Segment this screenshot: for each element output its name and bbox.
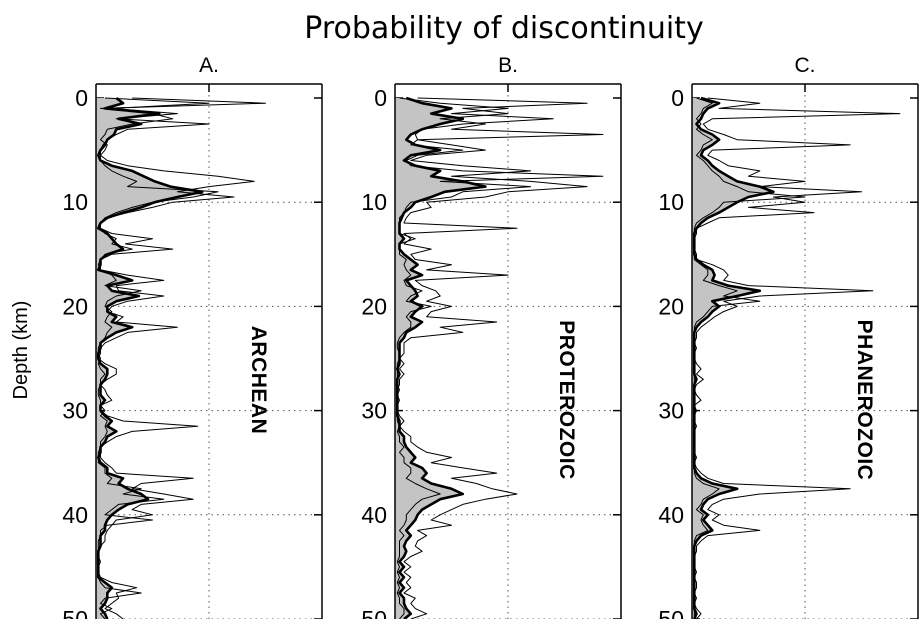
panel-c-y-tick-label: 30	[658, 398, 684, 424]
panel-c-mean-fill	[692, 98, 774, 619]
panel-c-plot	[692, 96, 901, 619]
y-axis-label: Depth (km)	[10, 301, 32, 400]
panel-b-y-tick-labels: 0 10 20 30 40 50	[361, 85, 387, 619]
panel-a-series-line	[97, 97, 255, 619]
panel-b-y-tick-label: 20	[361, 293, 387, 319]
panel-c-grid	[692, 84, 918, 619]
panel-c-y-tick-label: 50	[658, 606, 684, 619]
panel-b-era-label: PROTEROZOIC	[555, 320, 578, 480]
panel-c-title: C.	[795, 54, 816, 77]
panel-b-grid	[395, 84, 621, 619]
panel-a-y-tick-label: 0	[75, 85, 88, 111]
panel-c-series-line	[693, 97, 806, 619]
panel-b-y-tick-label: 10	[361, 189, 387, 215]
panel-a-title: A.	[199, 54, 219, 77]
panel-b-title: B.	[498, 54, 518, 77]
panel-a-series-line	[97, 97, 266, 619]
panel-c-y-tick-label: 20	[658, 293, 684, 319]
panel-c-era-label: PHANEROZOIC	[853, 320, 876, 481]
panel-b-y-tick-label: 40	[361, 502, 387, 528]
panel-b-plot	[395, 96, 604, 619]
panel-b: B. 0 10 20 30 40 50 PROTEROZOIC	[361, 54, 622, 619]
panel-a-mean-fill	[96, 98, 203, 619]
panel-a-y-tick-label: 20	[62, 293, 88, 319]
panel-c-y-tick-label: 40	[658, 502, 684, 528]
panel-b-y-tick-label: 30	[361, 398, 387, 424]
panel-a-y-tick-label: 40	[62, 502, 88, 528]
panel-a-grid	[96, 84, 322, 619]
panel-a-y-tick-label: 50	[62, 606, 88, 619]
panel-a-y-tick-labels: 0 10 20 30 40 50	[62, 85, 88, 619]
panel-c-y-tick-label: 10	[658, 189, 684, 215]
panel-a-y-tick-label: 30	[62, 398, 88, 424]
panel-c-y-tick-label: 0	[671, 85, 684, 111]
panel-b-y-tick-label: 0	[374, 85, 387, 111]
panel-a-era-label: ARCHEAN	[247, 326, 270, 435]
panel-b-series-line	[396, 97, 604, 619]
panel-c: C. 0 10 20 30 40 50 PHANEROZOIC	[658, 54, 919, 619]
panel-b-mean-fill	[395, 98, 486, 619]
figure-title: Probability of discontinuity	[304, 11, 703, 46]
panel-c-y-tick-labels: 0 10 20 30 40 50	[658, 85, 684, 619]
panel-b-y-tick-label: 50	[361, 606, 387, 619]
panel-a-plot	[96, 96, 266, 619]
panel-a: A. 0 10 20 30 40 50 ARCHEAN	[62, 54, 323, 619]
panel-a-y-tick-label: 10	[62, 189, 88, 215]
